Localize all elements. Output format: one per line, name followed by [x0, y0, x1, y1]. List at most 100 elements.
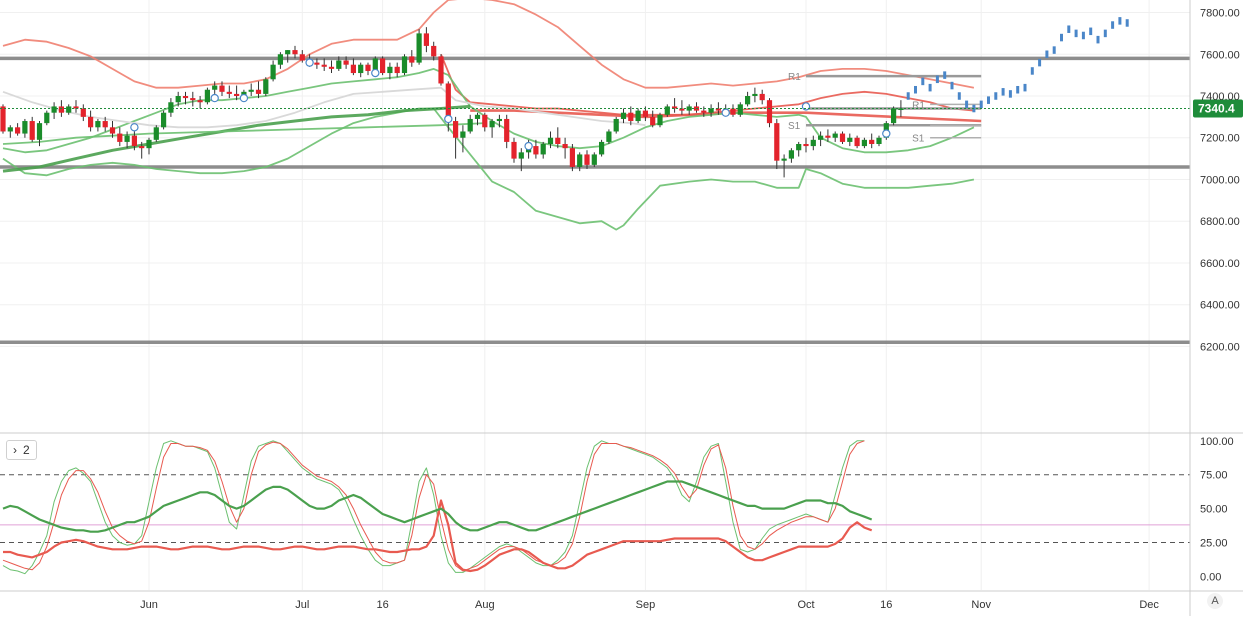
candle-body — [620, 112, 627, 119]
candle-body — [182, 96, 189, 99]
candle-body — [460, 131, 466, 138]
indicator-count: 2 — [23, 443, 30, 457]
overlay-bollinger_green_lower — [2, 107, 975, 231]
candle-body — [314, 62, 320, 65]
oscillator-pane — [0, 440, 1190, 575]
candle-body — [58, 106, 64, 113]
candle-body — [321, 64, 327, 67]
candle-body — [161, 112, 167, 128]
price-tick-label: 7600.00 — [1200, 49, 1240, 61]
candle-body — [263, 79, 269, 94]
candle-body — [387, 66, 393, 74]
candle-body — [642, 110, 648, 117]
candle-body — [36, 123, 43, 140]
candle-body — [650, 116, 656, 126]
overlay-gap_band_green — [2, 122, 485, 145]
date-tick-label: Dec — [1139, 599, 1159, 611]
candle-body — [44, 112, 50, 124]
candle-body — [226, 91, 232, 94]
price-tick-label: 6400.00 — [1200, 300, 1240, 312]
candle-body — [766, 100, 773, 124]
candle-body — [270, 64, 276, 80]
pivot-marker — [444, 114, 453, 124]
candle-body — [898, 108, 904, 111]
candle-body — [847, 137, 853, 142]
candle-body — [350, 64, 356, 74]
candle-body — [839, 133, 846, 142]
candle-body — [219, 85, 225, 92]
candle-body — [80, 108, 86, 117]
candle-body — [292, 50, 298, 55]
date-tick-label: Nov — [971, 599, 991, 611]
pivot-marker — [130, 123, 139, 132]
price-tick-label: 6800.00 — [1200, 216, 1240, 228]
candle-body — [518, 152, 524, 159]
main-pane: R1 S1 R1 S1 7340.4 — [0, 0, 1243, 345]
candle-body — [131, 135, 137, 147]
candle-body — [708, 108, 714, 113]
price-tick-label: 7200.00 — [1200, 133, 1240, 145]
candle-body — [657, 114, 663, 126]
candle-body — [745, 96, 751, 105]
candle-body — [139, 146, 145, 149]
candle-body — [861, 139, 867, 147]
candle-body — [66, 106, 72, 113]
pivot-marker — [210, 93, 219, 103]
candle-body — [832, 133, 838, 138]
osc-tick-label: 100.00 — [1200, 436, 1234, 448]
candle-body — [190, 98, 196, 101]
candle-body — [467, 118, 473, 132]
pivot-marker — [721, 108, 730, 117]
candle-body — [372, 58, 378, 71]
candle-body — [511, 141, 517, 159]
osc-tick-label: 25.00 — [1200, 538, 1228, 550]
candle-body — [336, 60, 342, 69]
candle-body — [409, 56, 415, 63]
candle-body — [365, 64, 371, 71]
candle-body — [146, 139, 152, 149]
last-price-badge — [1193, 99, 1243, 118]
candle-body — [124, 135, 130, 142]
candle-body — [599, 141, 605, 155]
price-tick-label: 7800.00 — [1200, 8, 1240, 20]
pivot-label-s1: S1 — [912, 134, 925, 145]
candle-body — [29, 121, 35, 140]
candle-body — [88, 116, 94, 128]
overlay-sma_grey — [2, 86, 646, 129]
candle-body — [591, 154, 597, 165]
candle-body — [584, 154, 590, 165]
osc-tick-label: 0.00 — [1200, 571, 1221, 583]
date-tick-label: Jul — [295, 599, 309, 611]
candle-body — [759, 93, 765, 101]
candle-body — [109, 127, 116, 134]
candle-body — [416, 33, 422, 63]
last-price-label: 7340.4 — [1198, 101, 1235, 115]
candle-body — [891, 108, 897, 124]
candle-body — [803, 144, 809, 147]
candle-body — [7, 127, 13, 132]
pivot-marker — [882, 129, 891, 138]
candle-body — [204, 89, 210, 103]
osc-series-line — [3, 499, 873, 573]
price-tick-label: 7400.00 — [1200, 91, 1240, 103]
candle-body — [380, 58, 386, 74]
date-tick-label: Aug — [475, 599, 495, 611]
candle-body — [117, 133, 123, 142]
candle-body — [343, 60, 349, 65]
date-tick-label: Oct — [797, 599, 814, 611]
indicator-toggle[interactable]: › 2 — [6, 440, 37, 460]
candle-body — [358, 64, 364, 74]
candle-body — [489, 121, 495, 128]
auto-scale-button[interactable]: A — [1207, 593, 1223, 609]
candle-body — [774, 123, 780, 161]
candle-body — [540, 144, 546, 155]
candle-body — [445, 83, 451, 122]
candle-body — [577, 154, 583, 167]
candle-body — [737, 104, 743, 115]
candle-body — [95, 121, 101, 128]
candle-body — [212, 85, 218, 90]
candle-body — [781, 158, 787, 161]
